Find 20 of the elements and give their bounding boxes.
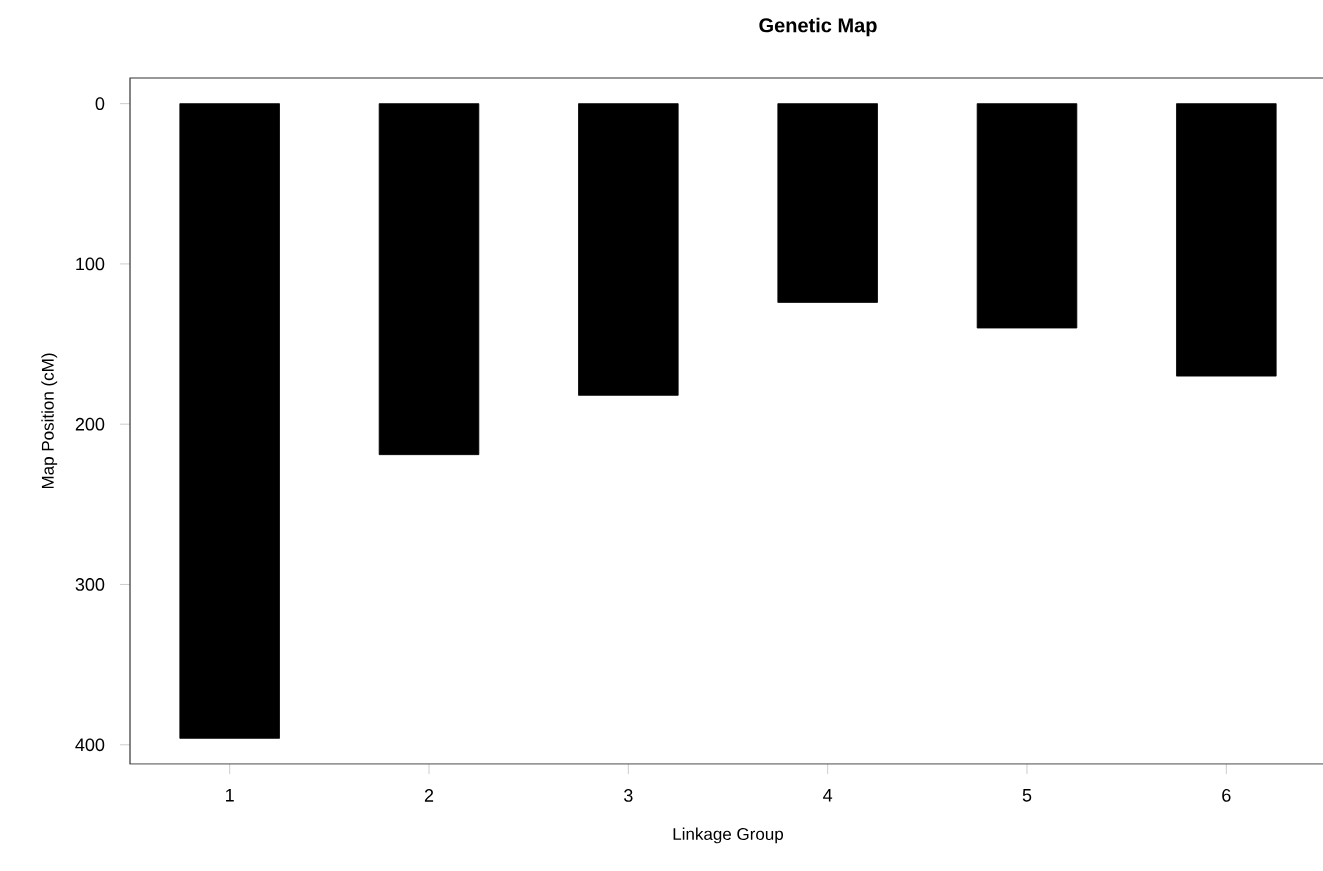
x-tick-label: 5 (1022, 789, 1032, 802)
y-tick-label: 100 (76, 257, 105, 271)
y-tick-label: 200 (75, 417, 105, 431)
y-axis-title: Map Position (cM) (41, 353, 58, 489)
y-tick-label: 300 (75, 578, 105, 591)
x-tick-label: 4 (823, 789, 833, 802)
bar (179, 103, 280, 739)
chart-title: Genetic Map (759, 17, 877, 37)
bar (976, 103, 1078, 329)
x-axis-title: Linkage Group (673, 827, 784, 844)
bar (777, 103, 878, 303)
x-tick-label: 2 (424, 789, 434, 802)
x-tick-label: 6 (1222, 789, 1231, 802)
bar (378, 103, 480, 456)
bar (1176, 103, 1277, 377)
y-tick-label: 0 (95, 97, 105, 111)
x-tick-label: 1 (226, 789, 234, 802)
y-tick-label: 400 (75, 738, 105, 752)
x-tick-label: 3 (624, 789, 633, 802)
bar (578, 103, 679, 396)
